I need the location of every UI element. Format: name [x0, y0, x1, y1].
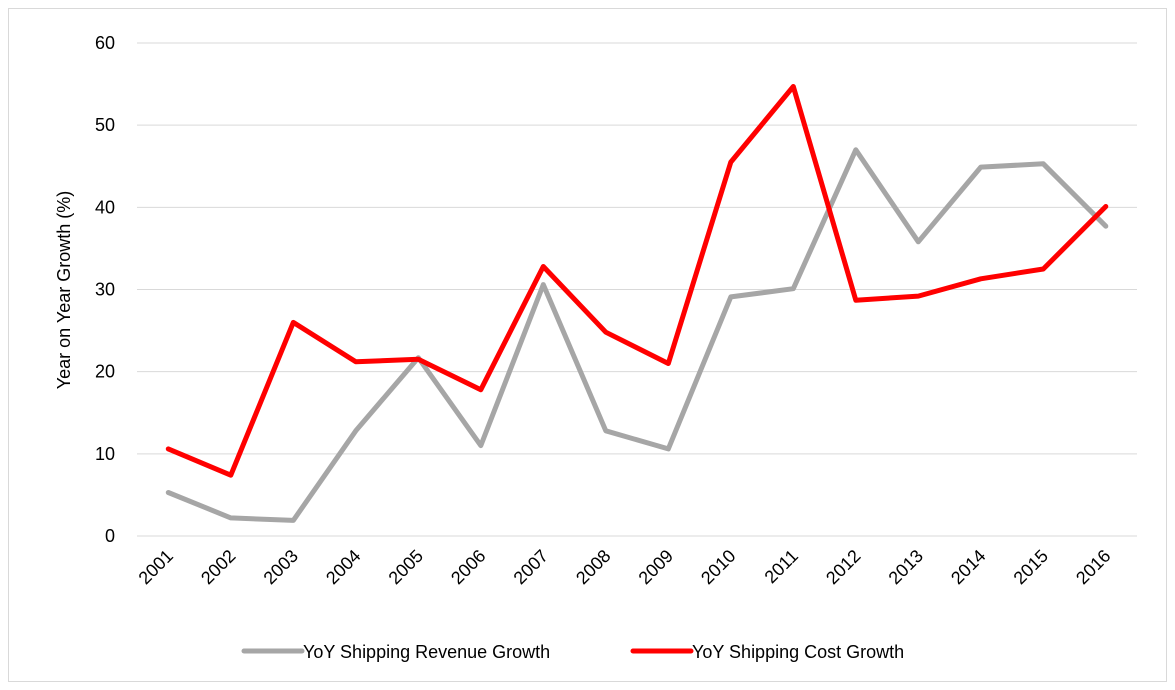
x-axis-ticks: 2001 2002 2003 2004 2005 2006 2007 2008 2009 2010… [135, 546, 1115, 588]
x-tick-label: 2011 [761, 546, 803, 588]
y-axis-title: Year on Year Growth (%) [54, 191, 74, 389]
x-tick-label: 2013 [885, 546, 927, 588]
y-tick-label: 10 [95, 444, 115, 464]
gridlines [137, 42, 1137, 537]
x-tick-label: 2009 [635, 546, 677, 588]
legend-label-0: YoY Shipping Revenue Growth [303, 642, 550, 662]
y-tick-label: 20 [95, 362, 115, 382]
chart-frame [8, 8, 1167, 682]
x-tick-label: 2003 [260, 546, 302, 588]
x-tick-label: 2002 [197, 546, 239, 588]
x-tick-label: 2014 [947, 546, 989, 588]
series-line-1 [165, 84, 1109, 478]
legend-label-1: YoY Shipping Cost Growth [692, 642, 904, 662]
y-tick-label: 0 [105, 526, 115, 546]
x-tick-label: 2007 [510, 546, 552, 588]
x-tick-label: 2015 [1010, 546, 1052, 588]
x-tick-label: 2005 [385, 546, 427, 588]
x-tick-label: 2012 [822, 546, 864, 588]
y-tick-label: 60 [95, 33, 115, 53]
y-tick-label: 30 [95, 280, 115, 300]
x-tick-label: 2006 [447, 546, 489, 588]
x-tick-label: 2004 [322, 546, 364, 588]
x-tick-label: 2008 [572, 546, 614, 588]
x-tick-label: 2001 [135, 546, 177, 588]
x-tick-label: 2016 [1072, 546, 1114, 588]
y-axis-ticks: 0 10 20 30 40 50 60 [95, 33, 115, 546]
series-line-0 [165, 147, 1109, 523]
y-tick-label: 50 [95, 115, 115, 135]
series-lines [165, 84, 1109, 523]
legend: YoY Shipping Revenue Growth YoY Shipping … [241, 642, 904, 662]
x-tick-label: 2010 [697, 546, 739, 588]
y-tick-label: 40 [95, 197, 115, 217]
